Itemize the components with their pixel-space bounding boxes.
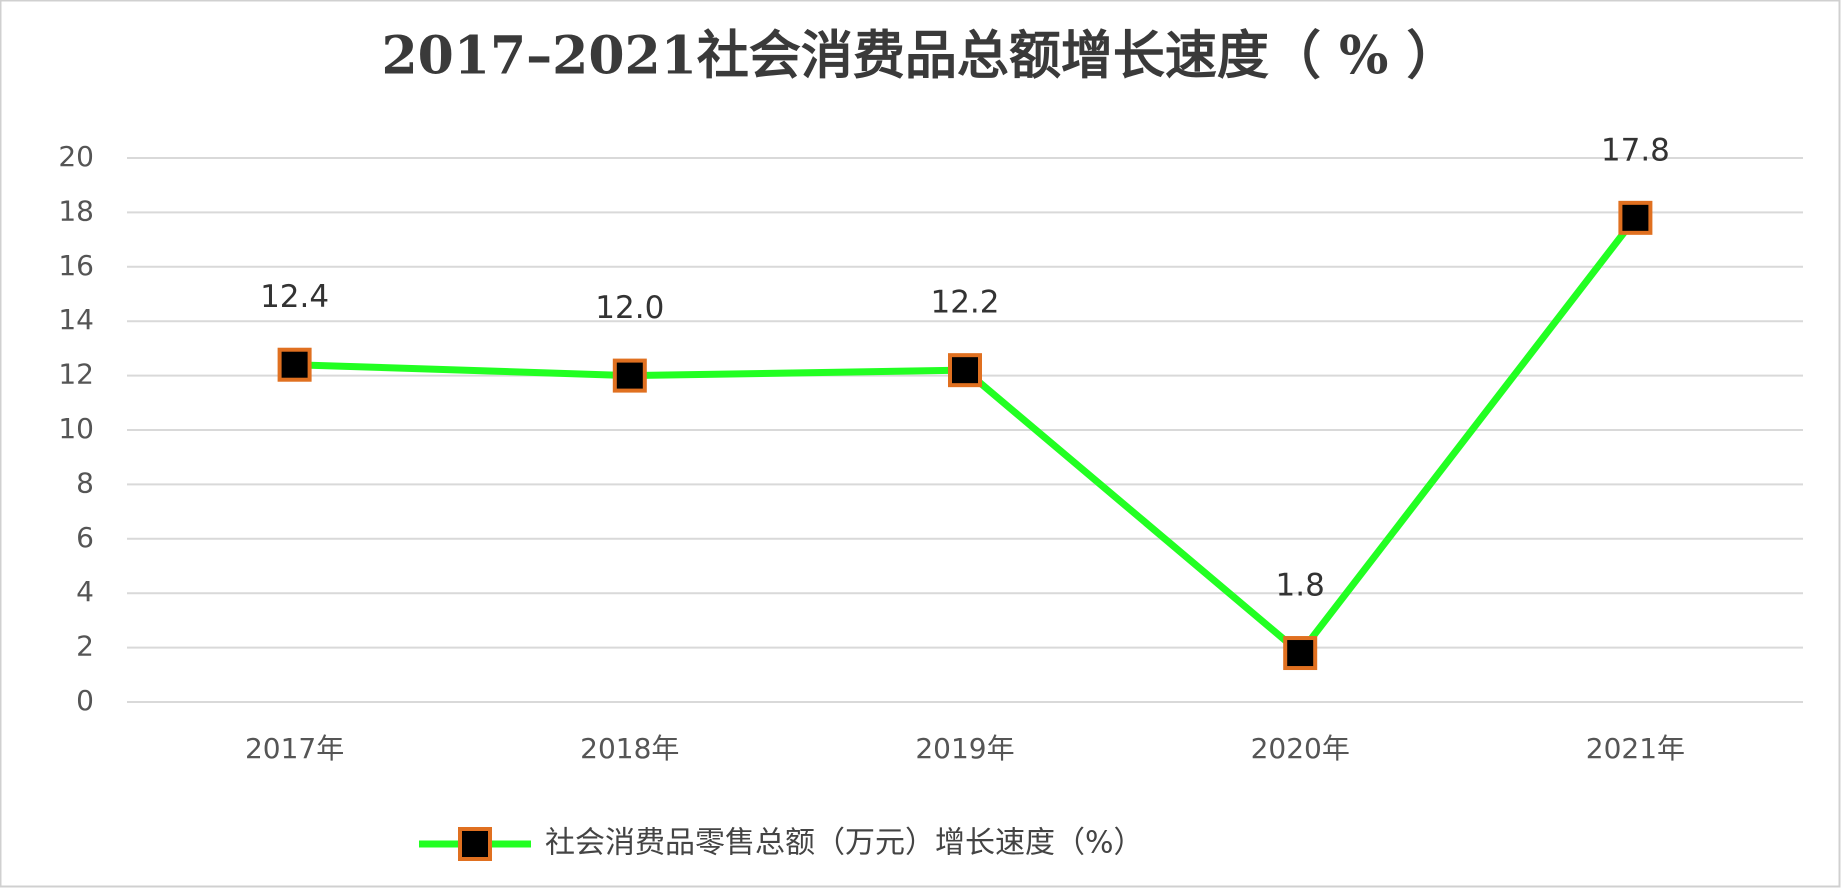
x-tick-label: 2019年 bbox=[915, 732, 1014, 765]
y-tick-label: 18 bbox=[58, 194, 94, 227]
legend-marker bbox=[458, 827, 492, 861]
marker bbox=[612, 358, 647, 393]
marker bbox=[948, 353, 982, 388]
y-tick-label: 14 bbox=[58, 303, 94, 336]
y-tick-label: 12 bbox=[58, 358, 94, 391]
y-tick-label: 4 bbox=[76, 575, 94, 608]
y-tick-label: 8 bbox=[76, 466, 94, 499]
y-tick-label: 2 bbox=[76, 630, 94, 663]
x-tick-label: 2017年 bbox=[245, 732, 344, 765]
y-tick-label: 10 bbox=[58, 412, 94, 445]
y-tick-label: 6 bbox=[76, 521, 94, 554]
y-tick-label: 0 bbox=[76, 684, 94, 717]
data-label: 1.8 bbox=[1276, 568, 1325, 604]
data-label: 17.8 bbox=[1601, 132, 1670, 168]
x-tick-label: 2020年 bbox=[1251, 732, 1350, 765]
marker bbox=[277, 347, 312, 382]
x-tick-label: 2021年 bbox=[1586, 732, 1685, 765]
marker bbox=[1283, 636, 1318, 671]
chart-title: 2017–2021社会消费品总额增长速度（ % ） bbox=[381, 26, 1458, 87]
data-label: 12.4 bbox=[260, 279, 329, 315]
legend-label: 社会消费品零售总额（万元）增长速度（%） bbox=[545, 826, 1144, 861]
data-label: 12.0 bbox=[595, 290, 664, 326]
x-tick-label: 2018年 bbox=[580, 732, 679, 765]
marker bbox=[1618, 200, 1653, 235]
y-tick-label: 20 bbox=[58, 140, 94, 173]
data-label: 12.2 bbox=[930, 285, 999, 321]
y-tick-label: 16 bbox=[58, 249, 94, 282]
